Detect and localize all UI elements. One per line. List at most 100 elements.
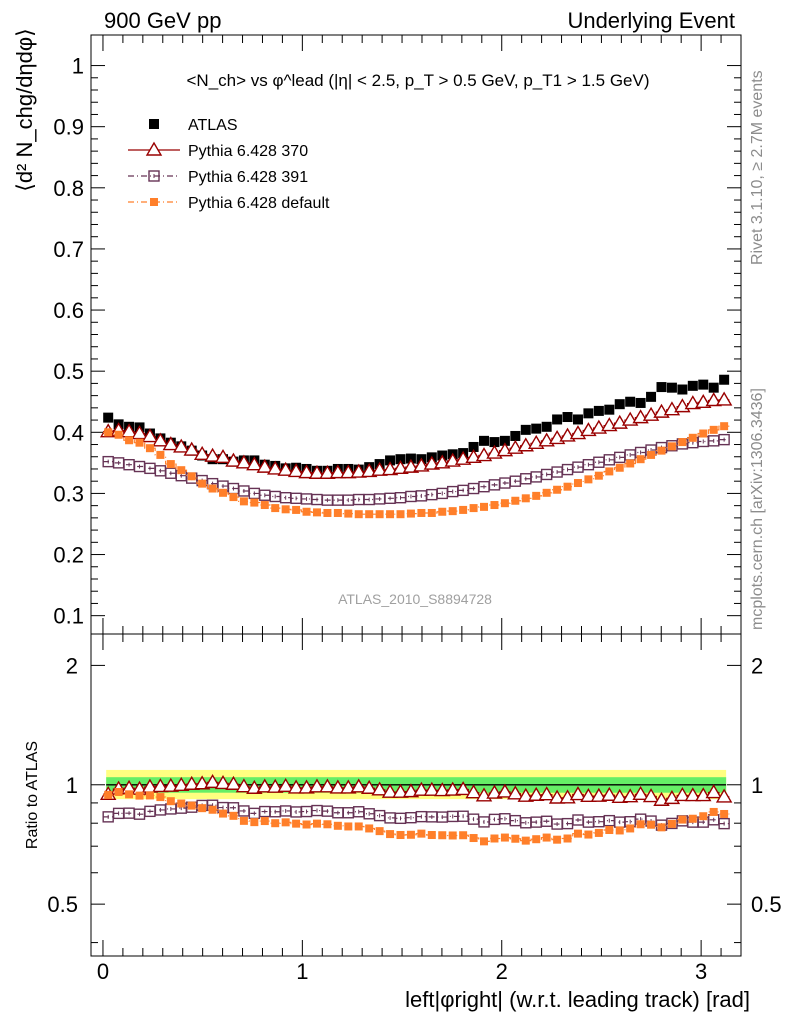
ratio-data-point — [580, 787, 597, 803]
data-point — [145, 444, 154, 453]
data-point — [308, 464, 326, 479]
mcplots-label: mcplots.cern.ch [arXiv:1306.3436] — [749, 388, 766, 630]
data-point — [688, 433, 697, 442]
main-y-tick-label: 0.1 — [53, 604, 84, 629]
data-point — [104, 428, 113, 437]
ratio-data-point — [396, 831, 405, 840]
data-point — [350, 463, 367, 478]
data-point — [552, 414, 563, 425]
legend-label: ATLAS — [188, 117, 238, 134]
data-point — [183, 441, 200, 456]
ratio-y-tick-labels: 0.5 0.5 1 1 2 2 — [47, 653, 781, 917]
main-y-tick-labels: 0.1 0.2 0.3 0.4 0.5 0.6 0.7 0.8 0.9 1 — [53, 54, 84, 629]
ratio-data-point — [145, 791, 154, 800]
data-point — [177, 466, 186, 475]
ratio-data-point — [548, 789, 566, 804]
main-axis-ticks — [91, 35, 742, 634]
data-point — [256, 458, 274, 473]
data-point — [287, 463, 305, 478]
ratio-data-point — [386, 830, 395, 839]
ratio-data-point — [344, 822, 353, 831]
data-point — [490, 501, 499, 510]
data-point — [323, 508, 332, 517]
data-point — [229, 493, 238, 502]
data-point — [329, 464, 347, 479]
data-point — [246, 456, 263, 471]
data-point — [103, 412, 114, 423]
data-point — [371, 461, 388, 476]
data-point — [468, 441, 479, 452]
data-point — [360, 463, 378, 478]
data-point — [480, 502, 489, 511]
ratio-data-point — [486, 784, 503, 799]
ratio-y-tick-label: 2 — [66, 653, 78, 678]
data-point — [423, 455, 441, 470]
ratio-data-point — [454, 781, 472, 796]
ratio-data-point — [590, 787, 608, 802]
data-point — [718, 433, 730, 446]
ratio-data-point — [427, 831, 436, 840]
data-point — [298, 464, 315, 479]
data-point — [500, 499, 509, 508]
data-point — [499, 435, 510, 446]
data-point — [656, 382, 667, 393]
data-point — [198, 479, 207, 488]
rivet-version-label: Rivet 3.1.10, ≥ 2.7M events — [749, 70, 766, 265]
ratio-data-point — [271, 819, 280, 828]
data-point — [406, 509, 415, 518]
ratio-data-point — [465, 784, 482, 799]
ratio-data-point — [459, 831, 468, 840]
legend: ATLAS Pythia 6.428 370 Pythia 6.428 391 Pyt… — [128, 117, 330, 212]
ratio-y-tick-label-right: 2 — [751, 653, 763, 678]
ratio-data-point — [569, 786, 587, 801]
ratio-data-point — [699, 812, 708, 821]
data-point — [657, 446, 666, 455]
ratio-data-point — [156, 793, 165, 802]
data-point — [698, 379, 709, 390]
marker-box — [148, 170, 160, 182]
legend-label: Pythia 6.428 391 — [188, 169, 308, 186]
main-y-tick-label: 0.6 — [53, 298, 84, 323]
data-point — [235, 454, 253, 469]
ratio-data-point — [632, 785, 649, 801]
ratio-data-point — [642, 788, 660, 803]
data-point — [392, 459, 409, 475]
ratio-data-point — [173, 776, 190, 791]
x-axis-label: left|φright| (w.r.t. leading track) [rad… — [405, 987, 750, 1012]
data-point — [344, 509, 353, 518]
ratio-series-line — [102, 791, 730, 842]
ratio-data-point — [480, 837, 489, 846]
data-point — [573, 479, 582, 488]
data-point — [667, 442, 676, 451]
data-point — [687, 380, 698, 391]
data-point — [204, 447, 221, 462]
data-point — [626, 459, 635, 468]
ratio-data-point — [302, 820, 311, 829]
ratio-data-point — [615, 826, 624, 835]
main-y-tick-label: 0.7 — [53, 237, 84, 262]
ratio-data-point — [715, 788, 733, 803]
data-point — [521, 494, 530, 503]
data-point — [381, 461, 399, 476]
ratio-data-point — [392, 783, 409, 798]
data-point — [141, 428, 159, 443]
ratio-panel: 0.5 0.5 1 1 2 2 0 1 2 3 Ratio to ATLAS left|φrig… — [24, 633, 782, 1012]
main-y-tick-label: 0.8 — [53, 176, 84, 201]
ratio-data-point — [198, 804, 207, 813]
ratio-data-point — [256, 778, 274, 793]
ratio-data-point — [225, 775, 242, 790]
ratio-data-point — [688, 814, 697, 823]
data-point — [541, 421, 552, 432]
data-point — [553, 485, 562, 494]
main-y-axis-label: ⟨d² N_chg/dηdφ⟩ — [12, 28, 37, 192]
data-point — [281, 505, 290, 514]
data-point — [594, 471, 603, 480]
data-point — [125, 436, 134, 445]
data-point — [219, 488, 228, 497]
ratio-data-point — [444, 781, 461, 796]
data-point — [625, 396, 636, 407]
ratio-data-point — [135, 791, 144, 800]
ratio-y-tick-label-right: 0.5 — [751, 892, 782, 917]
data-point — [646, 391, 657, 402]
data-point — [479, 435, 490, 446]
